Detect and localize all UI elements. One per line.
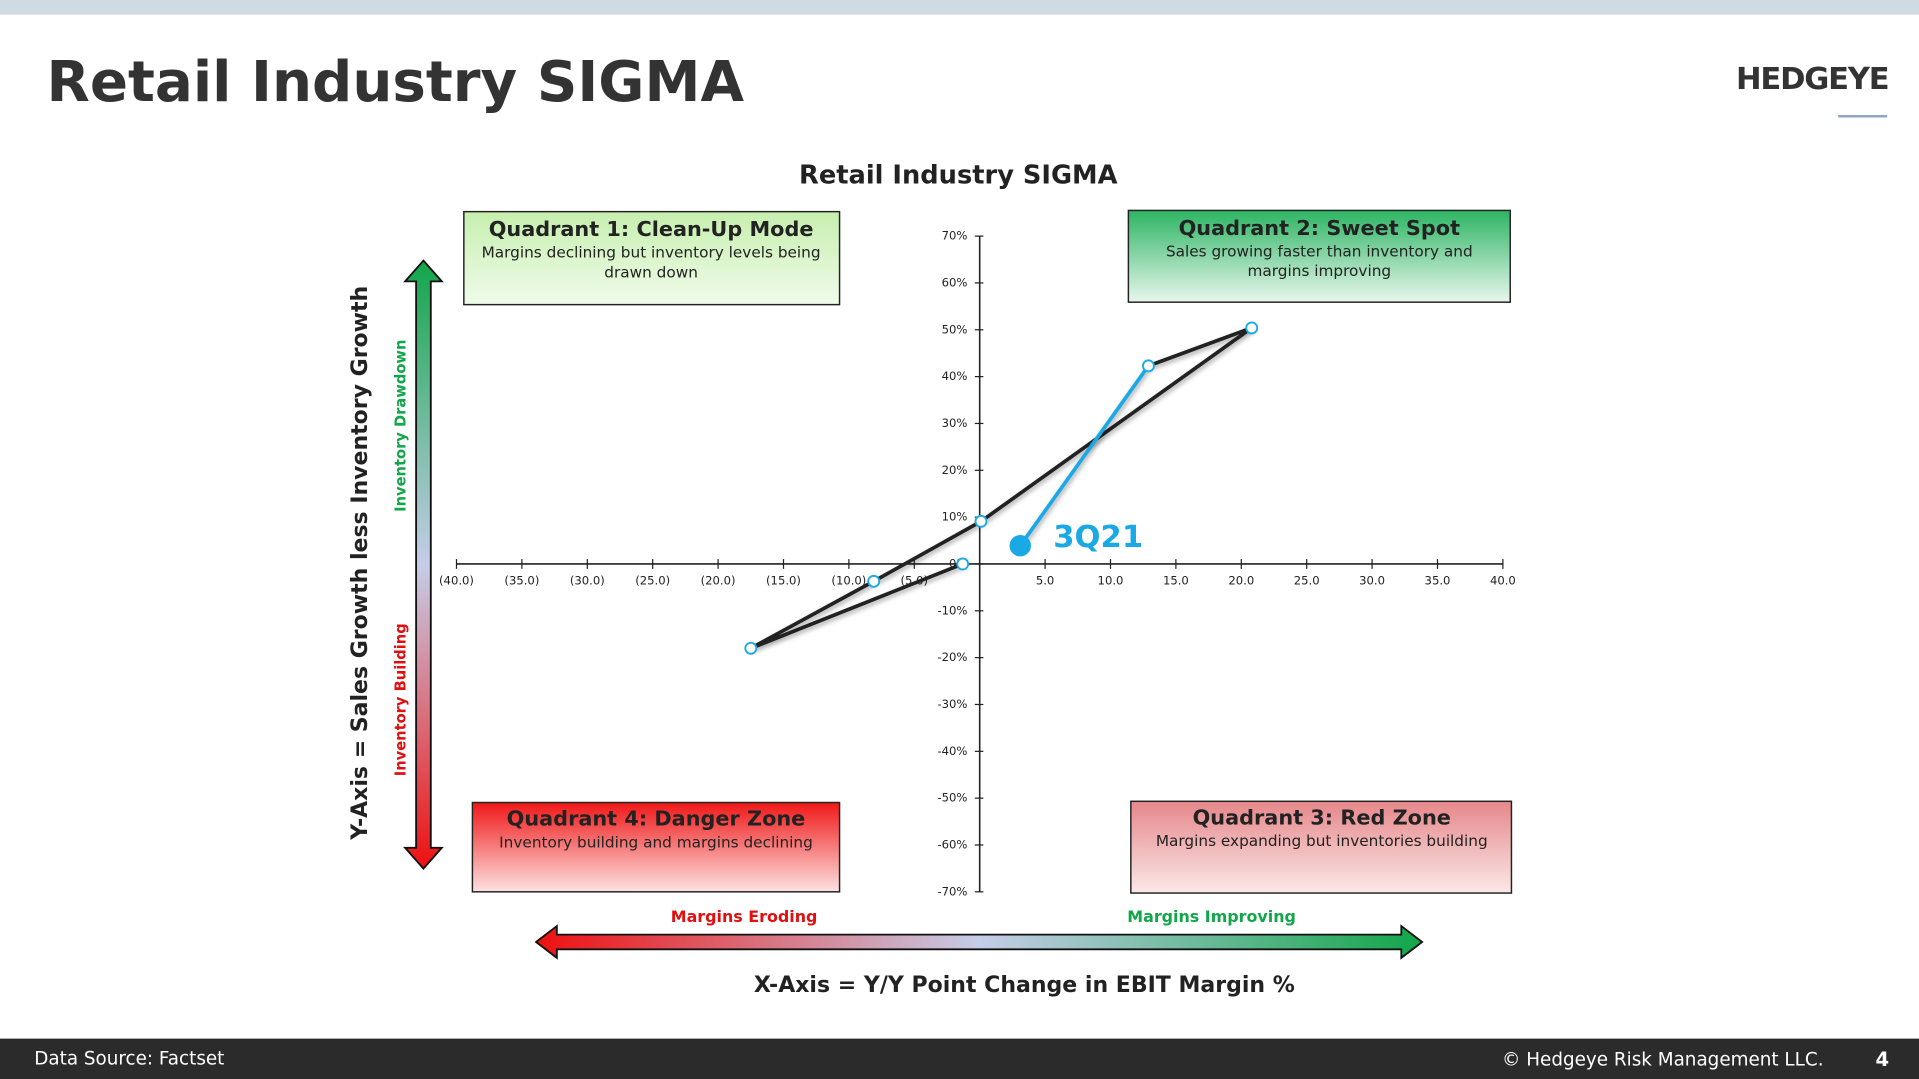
y-tick-label: 40%	[942, 369, 968, 383]
x-axis-label: X-Axis = Y/Y Point Change in EBIT Margin…	[754, 973, 1295, 998]
x-arrow	[534, 924, 1424, 960]
y-tick-label: 10%	[942, 510, 968, 524]
quadrant-text: Inventory building and margins declining	[499, 833, 813, 851]
quadrant-box	[1130, 800, 1513, 894]
data-point	[1009, 534, 1031, 557]
y-arrow-label: Inventory Building	[392, 623, 409, 776]
y-tick-label: -60%	[937, 837, 967, 851]
x-arrow-label: Margins Improving	[1127, 907, 1296, 926]
x-tick-label: (10.0)	[831, 574, 866, 588]
top-bar	[0, 0, 1919, 15]
chart-title: Retail Industry SIGMA	[799, 161, 1118, 191]
x-tick-label: 15.0	[1163, 574, 1189, 588]
y-tick-label: 50%	[942, 322, 968, 336]
y-tick-label: -20%	[937, 650, 967, 664]
logo: HEDGEYE	[1736, 62, 1888, 97]
page-title: Retail Industry SIGMA	[47, 50, 745, 115]
quadrant-text: drawn down	[604, 263, 698, 281]
quadrant-title: Quadrant 3: Red Zone	[1193, 805, 1451, 829]
quadrant-box	[1127, 209, 1511, 303]
x-tick-label: 25.0	[1294, 574, 1320, 588]
x-tick-label: 5.0	[1036, 574, 1054, 588]
y-tick-label: 60%	[942, 275, 968, 289]
x-tick-label: 30.0	[1359, 574, 1385, 588]
x-tick-label: (40.0)	[439, 574, 474, 588]
data-point	[956, 557, 970, 571]
x-tick-label: 20.0	[1228, 574, 1254, 588]
footer-bar	[0, 1038, 1919, 1079]
footer-source: Data Source: Factset	[34, 1048, 224, 1069]
data-point	[867, 574, 881, 588]
y-axis-label: Y-Axis = Sales Growth less Inventory Gro…	[348, 286, 373, 841]
y-tick-label: -70%	[937, 884, 967, 898]
x-tick-label: (15.0)	[766, 574, 801, 588]
quadrant-text: Margins declining but inventory levels b…	[482, 244, 821, 262]
y-arrow	[403, 259, 444, 870]
annotation: 3Q21	[1053, 520, 1143, 555]
quadrant-box	[471, 801, 841, 893]
x-tick-label: 40.0	[1490, 574, 1516, 588]
x-tick-label: 35.0	[1425, 574, 1451, 588]
quadrant-text: Sales growing faster than inventory and	[1166, 243, 1473, 261]
data-point	[1141, 359, 1155, 373]
y-tick-label: -30%	[937, 697, 967, 711]
y-tick-label: -10%	[937, 603, 967, 617]
x-tick-label: (25.0)	[635, 574, 670, 588]
data-point	[1245, 321, 1259, 335]
y-tick-label: 30%	[942, 416, 968, 430]
quadrant-title: Quadrant 2: Sweet Spot	[1179, 216, 1461, 240]
x-tick-label: (35.0)	[504, 574, 539, 588]
quadrant-text: margins improving	[1248, 262, 1392, 280]
data-point	[974, 514, 988, 528]
y-tick-label: 70%	[942, 229, 968, 243]
page-number: 4	[1875, 1048, 1889, 1071]
x-tick-label: 10.0	[1098, 574, 1124, 588]
y-arrow-label: Inventory Drawdown	[392, 340, 409, 512]
recent-segment	[1018, 364, 1150, 547]
y-tick-label: -50%	[937, 791, 967, 805]
quadrant-title: Quadrant 4: Danger Zone	[507, 807, 806, 831]
data-point	[744, 641, 758, 655]
x-tick-label: (20.0)	[701, 574, 736, 588]
quadrant-box	[463, 210, 841, 306]
y-tick-label: 20%	[942, 463, 968, 477]
y-tick-label: -40%	[937, 744, 967, 758]
x-tick-label: (30.0)	[570, 574, 605, 588]
series-line	[748, 326, 1254, 651]
quadrant-text: Margins expanding but inventories buildi…	[1156, 832, 1488, 850]
x-arrow-label: Margins Eroding	[671, 907, 818, 926]
quadrant-title: Quadrant 1: Clean-Up Mode	[489, 217, 814, 241]
footer-copyright: © Hedgeye Risk Management LLC.	[1502, 1050, 1823, 1071]
